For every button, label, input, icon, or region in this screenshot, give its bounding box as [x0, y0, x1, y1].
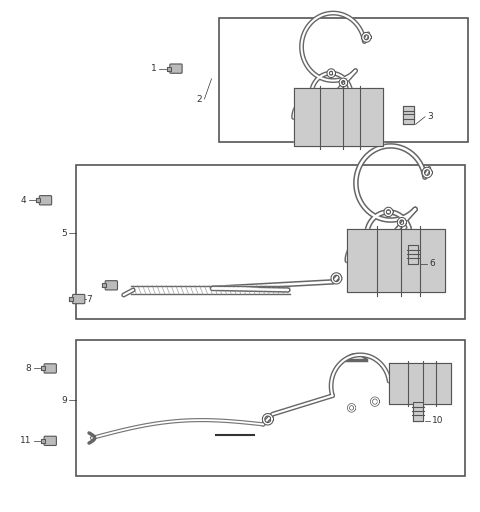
- Polygon shape: [167, 67, 171, 71]
- FancyBboxPatch shape: [105, 281, 118, 290]
- Text: 1: 1: [151, 64, 157, 73]
- Bar: [76, 165, 466, 319]
- FancyBboxPatch shape: [44, 436, 56, 445]
- Text: 4: 4: [21, 196, 26, 205]
- Text: 11: 11: [20, 436, 31, 445]
- Polygon shape: [413, 402, 423, 420]
- Polygon shape: [102, 283, 106, 287]
- Polygon shape: [408, 245, 419, 264]
- Text: 6: 6: [430, 259, 435, 268]
- Polygon shape: [36, 198, 40, 202]
- Text: 5: 5: [61, 229, 67, 238]
- Polygon shape: [294, 89, 383, 146]
- Polygon shape: [41, 367, 45, 370]
- Text: 9: 9: [61, 396, 67, 405]
- Polygon shape: [347, 229, 445, 292]
- Polygon shape: [389, 364, 451, 404]
- Bar: [219, 18, 468, 142]
- FancyBboxPatch shape: [72, 294, 85, 304]
- Text: 2: 2: [196, 95, 202, 103]
- Bar: [76, 339, 466, 476]
- Polygon shape: [403, 106, 414, 124]
- Polygon shape: [41, 439, 45, 443]
- FancyBboxPatch shape: [39, 196, 52, 205]
- Text: 10: 10: [432, 416, 444, 425]
- Polygon shape: [69, 297, 73, 301]
- FancyBboxPatch shape: [170, 64, 182, 73]
- FancyBboxPatch shape: [44, 364, 56, 373]
- Text: 7: 7: [86, 294, 92, 304]
- Text: 3: 3: [427, 112, 433, 121]
- Text: 8: 8: [25, 364, 31, 373]
